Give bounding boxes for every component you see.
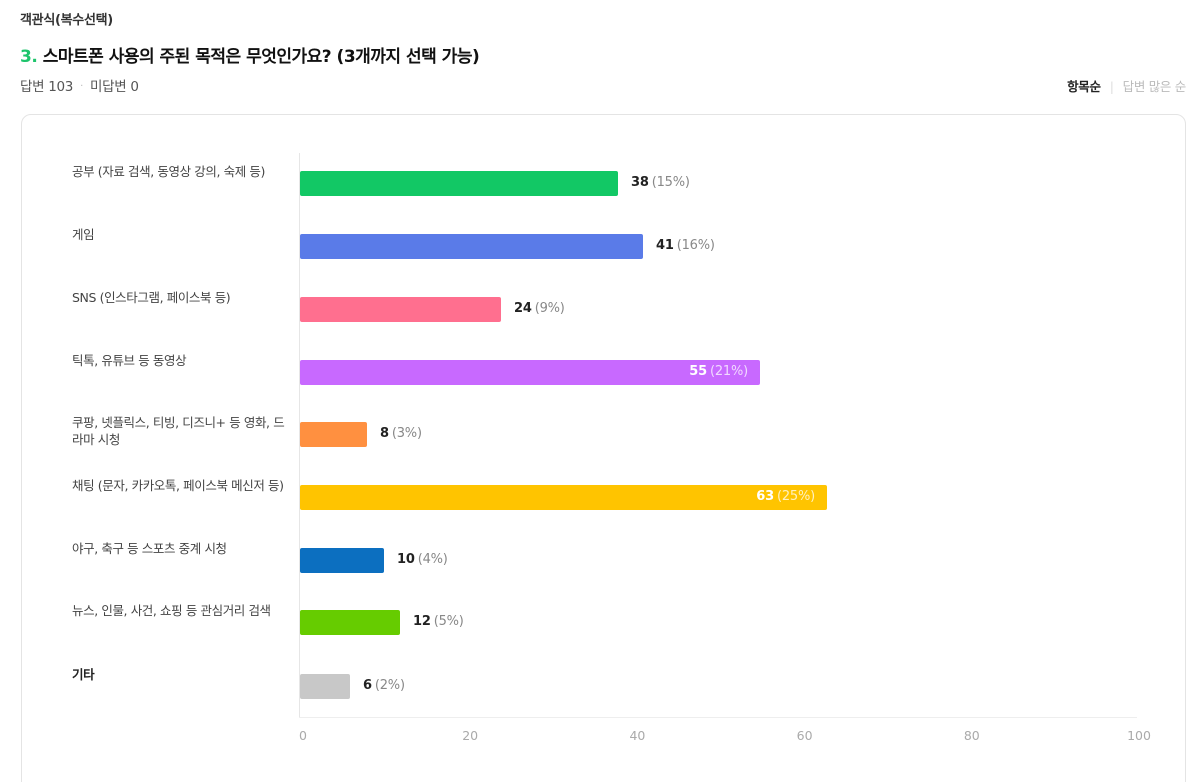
chart-row: 채팅 (문자, 카카오톡, 페이스북 메신저 등) 63 (25%) [0,477,1200,517]
chart-row: SNS (인스타그램, 페이스북 등) 24 (9%) [0,289,1200,329]
sort-by-item-order-button[interactable]: 항목순 [1067,79,1101,94]
response-count: 10 [397,552,415,567]
chart-row: 공부 (자료 검색, 동영상 강의, 숙제 등) 38 (15%) [0,163,1200,203]
response-percentage: (21%) [709,364,748,379]
response-count: 41 [656,238,674,253]
question-title: 3. 스마트폰 사용의 주된 목적은 무엇인가요? (3개까지 선택 가능) [20,42,480,67]
response-count: 38 [631,175,649,190]
answered-count: 답변 103 [20,79,74,95]
bar [300,360,760,385]
bar [300,422,367,447]
x-axis-tick-label: 60 [796,728,813,743]
x-axis-tick-label: 20 [462,728,479,743]
bar [300,234,643,259]
sort-by-most-answers-button[interactable]: 답변 많은 순 [1122,79,1187,94]
sort-separator: | [1109,79,1114,94]
question-text: 스마트폰 사용의 주된 목적은 무엇인가요? (3개까지 선택 가능) [42,47,480,67]
response-percentage: (2%) [374,678,405,693]
response-percentage: (3%) [391,426,422,441]
bar-label: 공부 (자료 검색, 동영상 강의, 숙제 등) [72,164,265,179]
response-count: 6 [363,678,372,693]
x-axis-line [299,717,1137,718]
unanswered-count: 미답변 0 [90,79,139,95]
bar [300,674,350,699]
sort-options: 항목순 | 답변 많은 순 [1067,76,1186,95]
bar [300,610,400,635]
bar-label: 기타 [72,667,95,682]
bar-label: 뉴스, 인물, 사건, 쇼핑 등 관심거리 검색 [72,603,271,618]
question-number: 3. [20,47,38,67]
chart-row: 기타 6 (2%) [0,666,1200,706]
response-percentage: (4%) [417,552,448,567]
bar [300,485,827,510]
response-count: 55 [689,364,707,379]
bar-label: 게임 [72,227,95,242]
chart-row: 쿠팡, 넷플릭스, 티빙, 디즈니+ 등 영화, 드라마 시청 8 (3%) [0,414,1200,454]
bar-label: 야구, 축구 등 스포츠 중계 시청 [72,541,227,556]
response-percentage: (25%) [776,489,815,504]
question-type-label: 객관식(복수선택) [20,13,113,28]
chart-row: 게임 41 (16%) [0,226,1200,266]
x-axis-tick-label: 40 [629,728,646,743]
bar-value-label: 10 (4%) [397,552,448,567]
response-percentage: (9%) [534,301,565,316]
x-axis-tick-label: 100 [1127,728,1151,743]
chart-card [21,114,1186,782]
response-stats: 답변 103 · 미답변 0 [20,75,139,95]
response-count: 8 [380,426,389,441]
chart-row: 야구, 축구 등 스포츠 중계 시청 10 (4%) [0,540,1200,580]
bar-value-label: 55 (21%) [689,364,748,379]
chart-row: 뉴스, 인물, 사건, 쇼핑 등 관심거리 검색 12 (5%) [0,602,1200,642]
bar-label: 틱톡, 유튜브 등 동영상 [72,353,187,368]
bar-label: 채팅 (문자, 카카오톡, 페이스북 메신저 등) [72,478,284,493]
bar [300,171,618,196]
response-percentage: (5%) [433,614,464,629]
bar-value-label: 41 (16%) [656,238,715,253]
response-percentage: (16%) [676,238,715,253]
y-axis-line [299,153,300,718]
response-percentage: (15%) [651,175,690,190]
response-count: 63 [756,489,774,504]
chart-row: 틱톡, 유튜브 등 동영상 55 (21%) [0,352,1200,392]
x-axis-tick-label: 0 [299,728,307,743]
bar-label: SNS (인스타그램, 페이스북 등) [72,290,231,305]
stats-separator: · [80,81,83,92]
bar-value-label: 38 (15%) [631,175,690,190]
bar [300,548,384,573]
bar-value-label: 12 (5%) [413,614,464,629]
x-axis-tick-label: 80 [963,728,980,743]
bar-label: 쿠팡, 넷플릭스, 티빙, 디즈니+ 등 영화, 드라마 시청 [72,415,285,447]
bar [300,297,501,322]
bar-value-label: 63 (25%) [756,489,815,504]
bar-value-label: 6 (2%) [363,678,405,693]
response-count: 12 [413,614,431,629]
bar-value-label: 24 (9%) [514,301,565,316]
response-count: 24 [514,301,532,316]
bar-value-label: 8 (3%) [380,426,422,441]
